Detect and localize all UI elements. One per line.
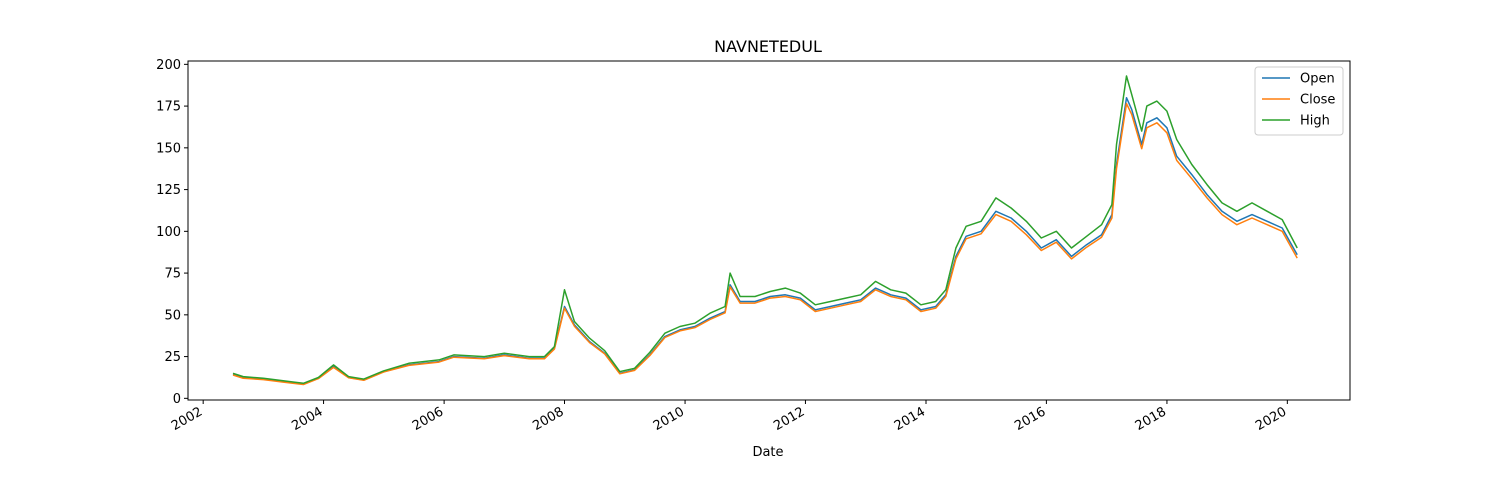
series-layer [232,75,1298,386]
y-tick-label: 175 [156,100,181,115]
legend-label-open: Open [1300,72,1335,87]
legend-label-high: High [1300,114,1330,129]
x-axis-label: Date [752,445,783,460]
y-tick-label: 0 [173,392,181,407]
plot-frame [187,60,1351,401]
y-tick-label: 100 [156,225,181,240]
legend-box [1254,66,1344,136]
series-line-close [232,102,1298,386]
series-line-high [232,75,1298,385]
y-tick-label: 25 [164,350,181,365]
y-tick-label: 75 [164,267,181,282]
y-tick-label: 50 [164,308,181,323]
legend-label-close: Close [1300,93,1335,108]
y-tick-label: 125 [156,183,181,198]
y-tick-label: 200 [156,58,181,73]
chart-title: NAVNETEDUL [714,37,822,56]
y-axis: 0 25 50 75 100 125 150 175 200 [156,58,188,407]
y-tick-label: 150 [156,141,181,156]
legend: Open Close High [1254,66,1344,136]
